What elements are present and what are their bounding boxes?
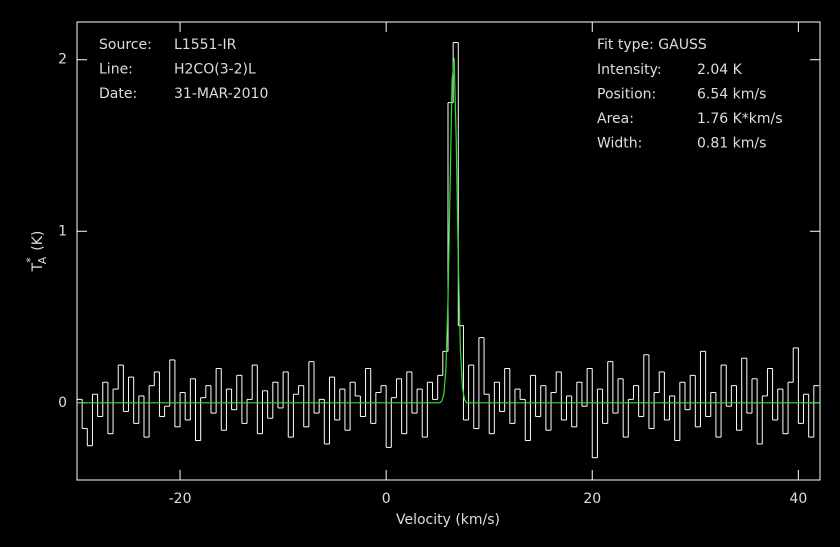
info-value: 31-MAR-2010	[174, 86, 268, 102]
fit-label: Width:	[597, 136, 642, 152]
y-label-base: T	[30, 262, 46, 272]
info-value: L1551-IR	[174, 37, 237, 53]
x-tick-label: 20	[583, 491, 601, 507]
fit-type: Fit type: GAUSS	[597, 37, 707, 53]
x-tick-label: 0	[382, 491, 391, 507]
fit-value: 0.81 km/s	[697, 136, 766, 152]
fit-value: 6.54 km/s	[697, 87, 766, 103]
x-tick-label: 40	[789, 491, 807, 507]
y-tick-label: 2	[58, 52, 67, 68]
y-label-unit: (K)	[30, 231, 46, 251]
x-axis-label: Velocity (km/s)	[396, 512, 500, 528]
fit-value: 2.04 K	[697, 62, 743, 78]
fit-value: 1.76 K*km/s	[697, 111, 783, 127]
fit-label: Area:	[597, 111, 634, 127]
info-label: Line:	[99, 62, 133, 78]
y-label-sub: A	[36, 256, 49, 264]
info-label: Source:	[99, 37, 152, 53]
y-tick-label: 0	[58, 395, 67, 411]
fit-curve	[77, 57, 820, 404]
plot-frame	[76, 21, 821, 481]
info-value: H2CO(3-2)L	[174, 62, 256, 78]
y-tick-label: 1	[58, 223, 67, 239]
fit-label: Position:	[597, 87, 656, 103]
fit-label: Intensity:	[597, 62, 662, 78]
info-label: Date:	[99, 86, 137, 102]
x-tick-label: -20	[169, 491, 192, 507]
y-axis-label: T*A (K)	[24, 231, 49, 273]
y-label-sup: *	[24, 257, 37, 263]
